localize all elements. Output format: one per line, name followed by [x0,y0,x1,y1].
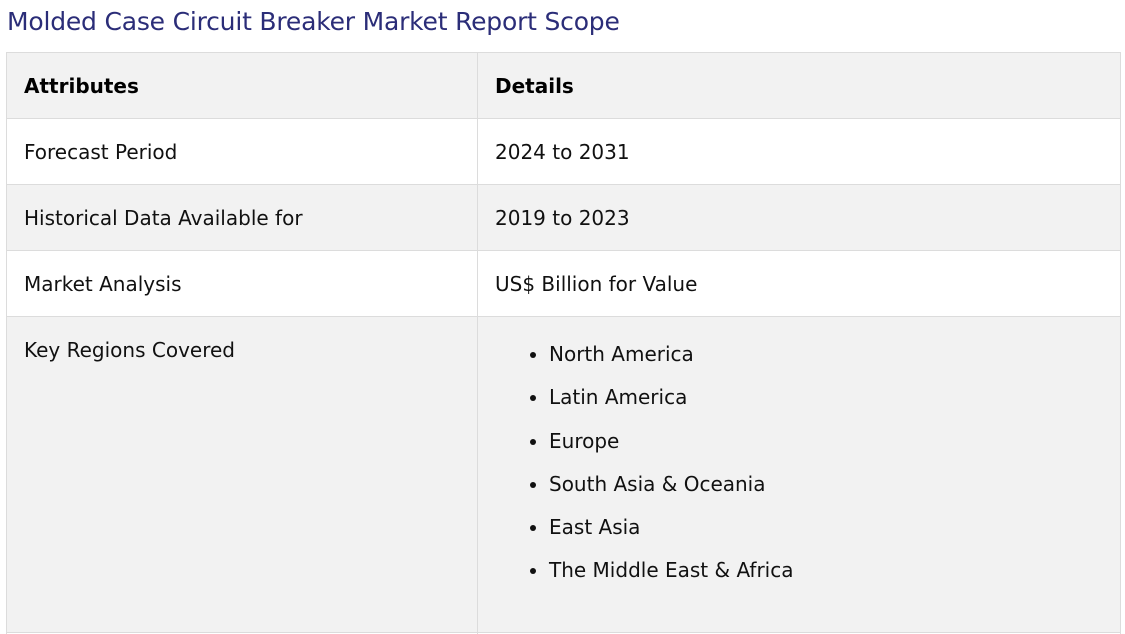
table-row: Historical Data Available for 2019 to 20… [6,184,1121,251]
detail-cell: 2019 to 2023 [477,184,1121,251]
attribute-cell: Forecast Period [6,118,478,185]
list-item: North America [549,338,1120,381]
table-row-regions: Key Regions Covered North America Latin … [6,316,1121,633]
list-item: Europe [549,425,1120,468]
attribute-cell: Historical Data Available for [6,184,478,251]
list-item: The Middle East & Africa [549,554,1120,597]
column-header-attributes: Attributes [6,52,478,119]
list-item: East Asia [549,511,1120,554]
attribute-cell: Market Analysis [6,250,478,317]
region-list: North America Latin America Europe South… [495,338,1120,598]
regions-label: Key Regions Covered [24,338,235,362]
column-header-details: Details [477,52,1121,119]
attribute-cell: Key Regions Covered [6,316,478,633]
table-header-row: Attributes Details [6,52,1121,119]
detail-cell-partial [477,632,1121,634]
report-scope-table: Attributes Details Forecast Period 2024 … [6,52,1121,634]
detail-cell: North America Latin America Europe South… [477,316,1121,633]
detail-cell: 2024 to 2031 [477,118,1121,185]
page-title: Molded Case Circuit Breaker Market Repor… [7,7,620,36]
list-item: South Asia & Oceania [549,468,1120,511]
detail-cell: US$ Billion for Value [477,250,1121,317]
list-item: Latin America [549,381,1120,424]
table-row: Forecast Period 2024 to 2031 [6,118,1121,185]
table-row: Market Analysis US$ Billion for Value [6,250,1121,317]
table-row-partial [6,632,1121,634]
